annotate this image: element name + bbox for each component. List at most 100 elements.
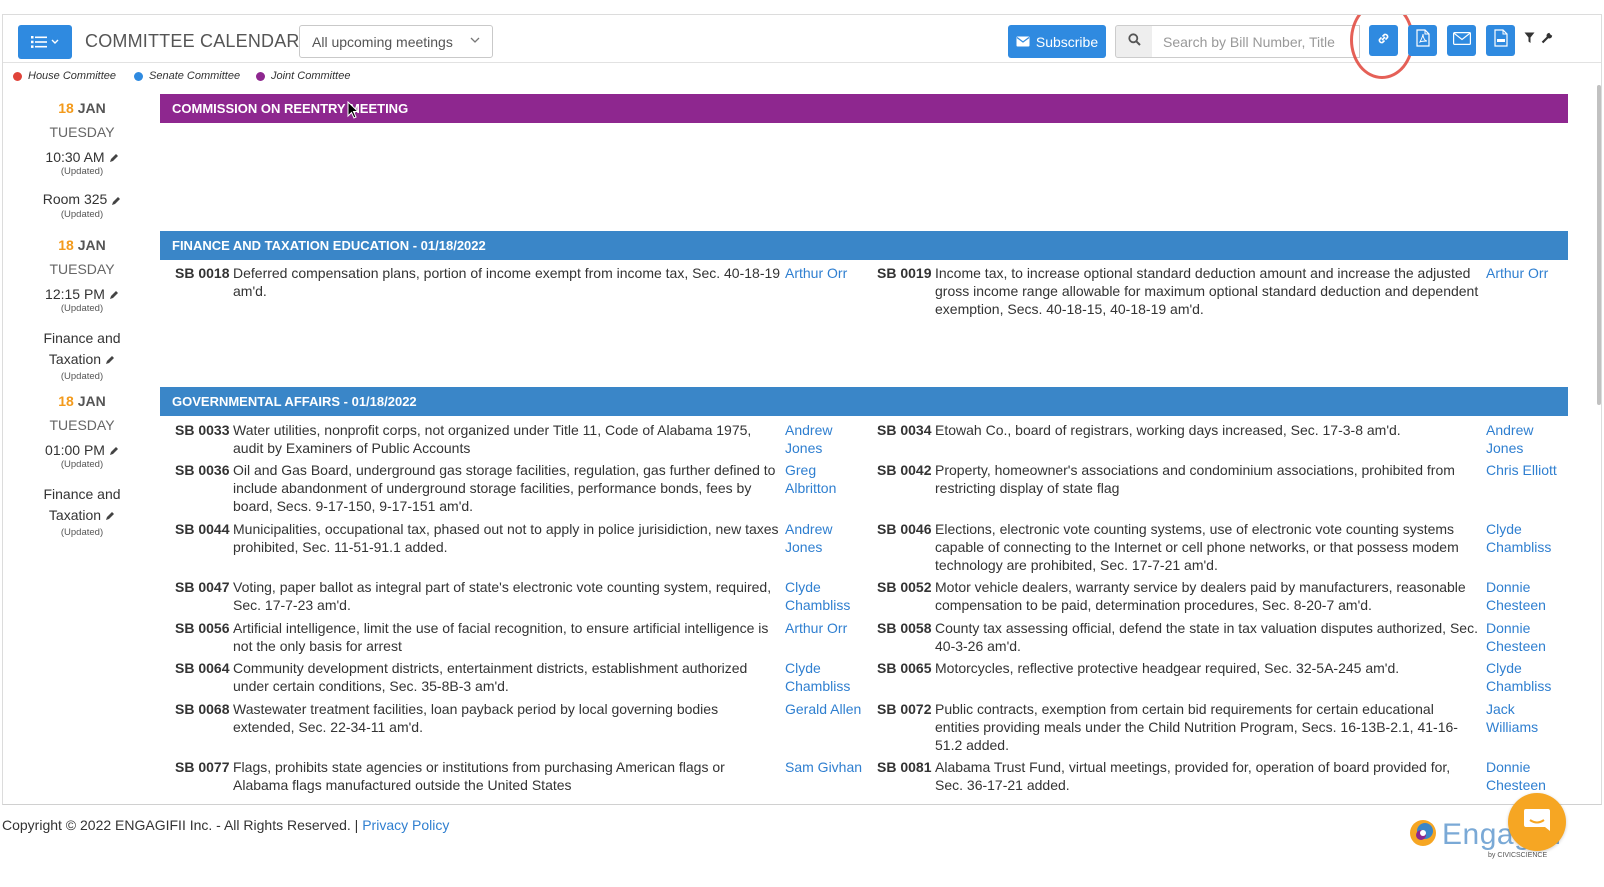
export-pdf-button[interactable] bbox=[1408, 25, 1437, 56]
list-icon bbox=[31, 36, 47, 48]
bill-description: Etowah Co., board of registrars, working… bbox=[935, 422, 1401, 438]
meeting-location: Finance and Taxation bbox=[3, 484, 161, 527]
bill-number[interactable]: SB 0052 bbox=[877, 579, 932, 595]
updated-note: (Updated) bbox=[60, 303, 104, 315]
bill-number[interactable]: SB 0072 bbox=[877, 701, 932, 717]
legend-house: House Committee bbox=[13, 70, 116, 82]
search-input[interactable] bbox=[1152, 25, 1360, 58]
chat-icon bbox=[1523, 807, 1551, 838]
joint-dot-icon bbox=[256, 71, 265, 81]
bill-sponsor[interactable]: Clyde Chambliss bbox=[785, 660, 851, 694]
bill-description: Flags, prohibits state agencies or insti… bbox=[233, 759, 725, 793]
page-title: COMMITTEE CALENDAR bbox=[85, 31, 300, 51]
bill-sponsor[interactable]: Donnie Chesteen bbox=[1486, 620, 1546, 654]
bill-sponsor[interactable]: Chris Elliott bbox=[1486, 462, 1557, 478]
subscribe-button[interactable]: Subscribe bbox=[1008, 25, 1106, 58]
scrollbar[interactable] bbox=[1597, 85, 1601, 405]
meeting-location: Room 325 bbox=[3, 191, 161, 208]
chat-button[interactable] bbox=[1508, 793, 1566, 851]
edit-pencil-icon[interactable] bbox=[105, 506, 115, 527]
meeting-location: Finance and Taxation bbox=[3, 328, 161, 371]
bill-sponsor[interactable]: Andrew Jones bbox=[785, 521, 833, 555]
bill-item: SB 0018 Deferred compensation plans, por… bbox=[175, 264, 865, 304]
bill-description: County tax assessing official, defend th… bbox=[935, 620, 1478, 654]
bill-sponsor[interactable]: Clyde Chambliss bbox=[1486, 521, 1552, 555]
bill-number[interactable]: SB 0046 bbox=[877, 521, 932, 537]
menu-button[interactable] bbox=[18, 25, 72, 59]
meeting-filter-value: All upcoming meetings bbox=[312, 34, 453, 50]
bill-number[interactable]: SB 0033 bbox=[175, 422, 230, 438]
meeting-date-3: 18 JAN TUESDAY 01:00 PM (Updated) Financ… bbox=[3, 393, 161, 538]
bill-item: SB 0047 Voting, paper ballot as integral … bbox=[175, 578, 865, 634]
house-dot-icon bbox=[13, 71, 22, 81]
senate-dot-icon bbox=[134, 71, 143, 81]
bill-sponsor[interactable]: Arthur Orr bbox=[785, 265, 848, 281]
bill-sponsor[interactable]: Jack Williams bbox=[1486, 701, 1539, 735]
legend-senate: Senate Committee bbox=[134, 70, 240, 82]
bill-number[interactable]: SB 0044 bbox=[175, 521, 230, 537]
bill-item: SB 0046 Elections, electronic vote counti… bbox=[877, 520, 1567, 576]
privacy-policy-link[interactable]: Privacy Policy bbox=[362, 817, 450, 833]
bill-number[interactable]: SB 0042 bbox=[877, 462, 932, 478]
search-button[interactable] bbox=[1115, 25, 1153, 58]
date-month: JAN bbox=[77, 393, 106, 409]
search-icon bbox=[1127, 32, 1141, 51]
updated-note: (Updated) bbox=[60, 459, 104, 471]
email-button[interactable] bbox=[1447, 25, 1476, 56]
edit-pencil-icon[interactable] bbox=[111, 193, 121, 209]
bill-number[interactable]: SB 0077 bbox=[175, 759, 230, 775]
bill-sponsor[interactable]: Arthur Orr bbox=[785, 620, 848, 636]
meeting-header-reentry[interactable]: COMMISSION ON REENTRY MEETING bbox=[160, 94, 1568, 123]
bill-item: SB 0033 Water utilities, nonprofit corps,… bbox=[175, 421, 865, 477]
bill-sponsor[interactable]: Andrew Jones bbox=[1486, 422, 1534, 456]
edit-pencil-icon[interactable] bbox=[109, 287, 119, 303]
bill-number[interactable]: SB 0047 bbox=[175, 579, 230, 595]
subscribe-label: Subscribe bbox=[1035, 33, 1099, 50]
bill-sponsor[interactable]: Clyde Chambliss bbox=[1486, 660, 1552, 694]
meeting-header-finance[interactable]: FINANCE AND TAXATION EDUCATION - 01/18/2… bbox=[160, 231, 1568, 260]
bill-number[interactable]: SB 0064 bbox=[175, 660, 230, 676]
bill-number[interactable]: SB 0036 bbox=[175, 462, 230, 478]
edit-pencil-icon[interactable] bbox=[105, 350, 115, 371]
bill-description: Water utilities, nonprofit corps, not or… bbox=[233, 422, 752, 456]
bill-number[interactable]: SB 0034 bbox=[877, 422, 932, 438]
date-weekday: TUESDAY bbox=[49, 261, 115, 277]
legend-label: Joint Committee bbox=[271, 70, 351, 82]
bill-number[interactable]: SB 0019 bbox=[877, 265, 932, 281]
meeting-header-governmental[interactable]: GOVERNMENTAL AFFAIRS - 01/18/2022 bbox=[160, 387, 1568, 416]
date-weekday: TUESDAY bbox=[49, 417, 115, 433]
bill-sponsor[interactable]: Donnie Chesteen bbox=[1486, 579, 1546, 613]
filter-icon[interactable] bbox=[1524, 31, 1535, 49]
bill-item: SB 0058 County tax assessing official, de… bbox=[877, 619, 1567, 675]
date-day: 18 bbox=[58, 393, 74, 409]
bill-number[interactable]: SB 0058 bbox=[877, 620, 932, 636]
bill-sponsor[interactable]: Donnie Chesteen bbox=[1486, 759, 1546, 793]
edit-pencil-icon[interactable] bbox=[109, 150, 119, 166]
meeting-filter-select[interactable]: All upcoming meetings bbox=[299, 25, 493, 58]
bill-number[interactable]: SB 0018 bbox=[175, 265, 230, 281]
bill-item: SB 0044 Municipalities, occupational tax,… bbox=[175, 520, 865, 576]
doc-icon bbox=[1493, 29, 1508, 52]
export-doc-button[interactable] bbox=[1486, 25, 1515, 56]
bill-number[interactable]: SB 0068 bbox=[175, 701, 230, 717]
bill-sponsor[interactable]: Andrew Jones bbox=[785, 422, 833, 456]
bill-number[interactable]: SB 0056 bbox=[175, 620, 230, 636]
bill-description: Income tax, to increase optional standar… bbox=[935, 265, 1479, 317]
bill-description: Elections, electronic vote counting syst… bbox=[935, 521, 1459, 573]
brand-swirl-icon bbox=[1408, 818, 1438, 853]
bill-number[interactable]: SB 0081 bbox=[877, 759, 932, 775]
bill-sponsor[interactable]: Gerald Allen bbox=[785, 701, 862, 717]
bill-description: Alabama Trust Fund, virtual meetings, pr… bbox=[935, 759, 1451, 793]
chevron-down-icon bbox=[51, 39, 59, 45]
wrench-icon[interactable] bbox=[1541, 31, 1553, 49]
bill-sponsor[interactable]: Clyde Chambliss bbox=[785, 579, 851, 613]
bill-description: Community development districts, enterta… bbox=[233, 660, 748, 694]
bill-item: SB 0077 Flags, prohibits state agencies o… bbox=[175, 758, 865, 804]
copyright-text: Copyright © 2022 ENGAGIFII Inc. - All Ri… bbox=[2, 817, 359, 833]
bill-item: SB 0072 Public contracts, exemption from … bbox=[877, 700, 1567, 756]
bill-sponsor[interactable]: Sam Givhan bbox=[785, 759, 863, 775]
bill-sponsor[interactable]: Arthur Orr bbox=[1486, 265, 1549, 281]
bill-number[interactable]: SB 0065 bbox=[877, 660, 932, 676]
edit-pencil-icon[interactable] bbox=[109, 443, 119, 459]
bill-sponsor[interactable]: Greg Albritton bbox=[785, 462, 837, 496]
